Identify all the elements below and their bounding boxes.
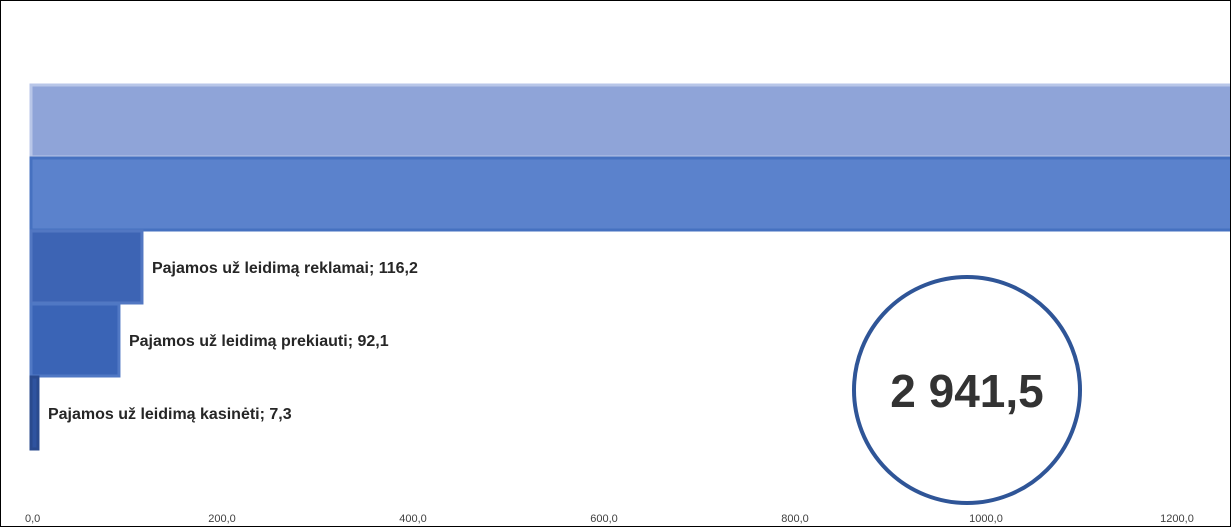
bar-label-4: Pajamos už leidimą prekiauti; 92,1 [129,333,389,350]
bar-1 [29,83,1230,159]
total-annotation-group: 2 941,5 [852,275,1082,505]
x-tick-label: 1000,0 [969,513,1003,525]
bar-label-5: Pajamos už leidimą kasinėti; 7,3 [48,406,292,423]
x-tick-label: 1200,0 [1160,513,1194,525]
x-tick-label: 800,0 [781,513,809,525]
x-tick-label: 600,0 [590,513,618,525]
bar-4 [29,302,121,378]
x-axis-ticks-group: 0,0200,0400,0600,0800,01000,01200,01400,… [25,513,1194,525]
x-tick-label: 0,0 [25,513,40,525]
bar-5 [29,375,40,451]
x-tick-label: 200,0 [208,513,236,525]
bar-2 [29,156,1230,232]
bars-group [29,83,1230,451]
bar-3 [29,229,144,305]
total-value: 2 941,5 [890,365,1043,417]
x-tick-label: 400,0 [399,513,427,525]
total-circle [852,275,1082,505]
bar-label-3: Pajamos už leidimą reklamai; 116,2 [152,260,418,277]
bar-labels-group: Kurorto rinkliava; 1418,4Atliekų rinklia… [48,260,418,423]
